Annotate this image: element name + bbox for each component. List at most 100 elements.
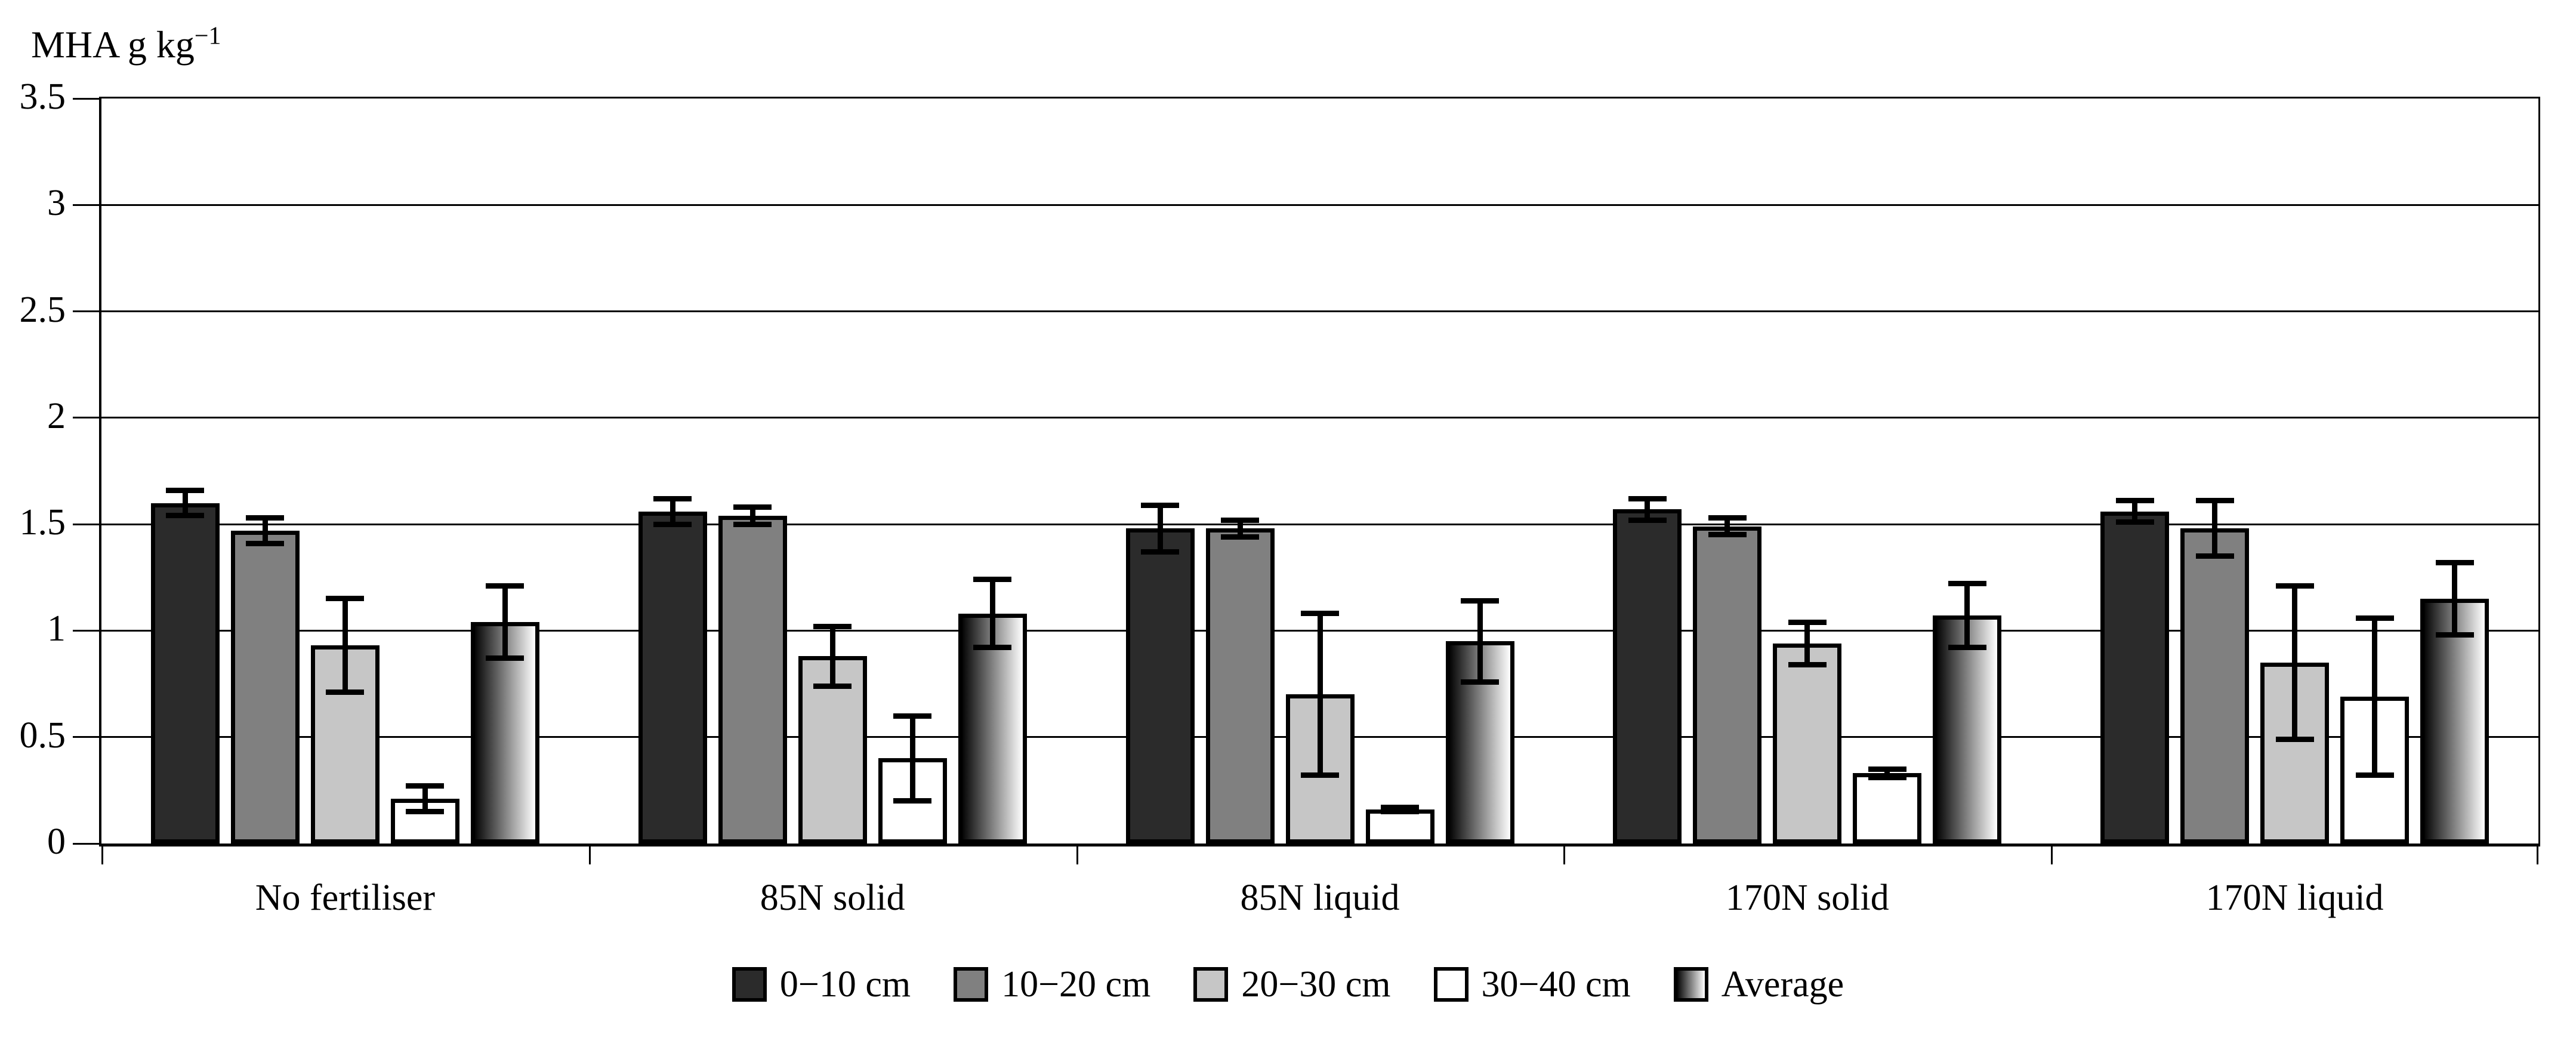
error-bar-cap <box>733 504 772 510</box>
error-bar-cap <box>1301 772 1339 778</box>
y-axis-tick <box>73 842 99 845</box>
error-bar-cap <box>1868 766 1906 772</box>
error-bar <box>1477 601 1483 682</box>
error-bar <box>1964 584 1970 648</box>
error-bar-cap <box>1788 661 1827 667</box>
error-bar-cap <box>1141 549 1179 555</box>
error-bar <box>1804 622 1810 665</box>
error-bar-cap <box>973 645 1012 651</box>
error-bar <box>670 498 675 525</box>
error-bar-cap <box>246 540 285 546</box>
legend: 0−10 cm 10−20 cm 20−30 cm 30−40 cm Average <box>0 966 2576 1003</box>
legend-swatch <box>954 967 989 1002</box>
error-bar-cap <box>1461 679 1499 685</box>
y-axis-tick <box>73 736 99 738</box>
chart-title-text: MHA g kg <box>31 23 195 66</box>
x-axis-tick <box>2051 846 2053 864</box>
chart-title-superscript: −1 <box>194 22 221 50</box>
bar <box>798 656 867 844</box>
error-bar <box>2212 500 2218 556</box>
category-label: 85N liquid <box>1240 878 1400 918</box>
bar <box>1853 773 1922 844</box>
y-axis-tick <box>73 523 99 525</box>
error-bar-cap <box>1301 611 1339 617</box>
error-bar <box>422 786 428 812</box>
error-bar-cap <box>2275 736 2314 742</box>
error-bar <box>749 507 755 525</box>
error-bar-cap <box>1381 809 1419 815</box>
error-bar-cap <box>1628 517 1667 523</box>
error-bar-cap <box>2435 559 2474 565</box>
legend-swatch <box>1673 967 1708 1002</box>
error-bar-cap <box>166 513 205 519</box>
bar <box>1613 509 1682 844</box>
bar <box>2100 511 2170 844</box>
bar <box>2420 598 2489 844</box>
legend-swatch <box>1433 967 1469 1002</box>
error-bar-cap <box>733 521 772 527</box>
legend-item: 0−10 cm <box>732 966 911 1003</box>
error-bar <box>262 518 268 544</box>
legend-label: 20−30 cm <box>1241 964 1391 1005</box>
legend-label: 10−20 cm <box>1001 964 1151 1005</box>
legend-swatch <box>1193 967 1229 1002</box>
bar <box>230 530 300 844</box>
error-bar-cap <box>326 596 365 602</box>
error-bar-cap <box>406 809 445 815</box>
error-bar <box>989 579 995 648</box>
error-bar-cap <box>1381 804 1419 810</box>
gridline <box>101 417 2538 419</box>
error-bar-cap <box>1141 502 1179 508</box>
y-tick-label: 0.5 <box>19 715 66 756</box>
error-bar <box>1157 505 1163 552</box>
y-axis-tick <box>73 310 99 313</box>
bar <box>1773 643 1842 844</box>
error-bar <box>182 490 188 516</box>
y-tick-label: 1 <box>47 608 66 649</box>
plot-area: 3.5 3 2.5 2 1.5 1 0.5 0 No fertiliser 85N solid 85… <box>20 78 2540 916</box>
error-bar <box>909 716 915 801</box>
error-bar <box>1884 769 1890 778</box>
y-tick-label: 1.5 <box>19 502 66 543</box>
error-bar <box>2372 618 2378 775</box>
y-axis-tick <box>73 97 99 100</box>
y-tick-label: 3 <box>47 183 66 224</box>
y-tick-label: 2 <box>47 395 66 436</box>
error-bar-cap <box>813 683 852 689</box>
x-axis-tick <box>2537 846 2538 864</box>
y-tick-label: 2.5 <box>19 289 66 330</box>
error-bar-cap <box>166 487 205 493</box>
error-bar-cap <box>653 495 692 501</box>
error-bar-cap <box>893 798 932 804</box>
gridline <box>101 204 2538 206</box>
chart-title: MHA g kg−1 <box>31 23 221 67</box>
category-label: 170N liquid <box>2205 878 2384 918</box>
error-bar-cap <box>2195 553 2234 559</box>
error-bar <box>829 626 835 687</box>
error-bar-cap <box>1461 598 1499 604</box>
error-bar <box>1237 520 1243 537</box>
error-bar <box>342 598 348 692</box>
bar <box>638 511 707 844</box>
error-bar <box>2292 586 2298 740</box>
error-bar-cap <box>1948 581 1986 587</box>
error-bar <box>502 586 508 658</box>
error-bar-cap <box>2275 583 2314 589</box>
legend-label: Average <box>1721 964 1844 1005</box>
error-bar-cap <box>893 713 932 719</box>
bar <box>1365 809 1434 844</box>
y-tick-label: 3.5 <box>19 76 66 117</box>
error-bar-cap <box>1628 495 1667 501</box>
gridline <box>101 523 2538 525</box>
bar <box>958 613 1027 844</box>
error-bar-cap <box>1221 517 1259 523</box>
error-bar-cap <box>2435 632 2474 638</box>
error-bar-cap <box>1708 515 1747 521</box>
legend-swatch <box>732 967 767 1002</box>
error-bar-cap <box>2195 498 2234 504</box>
legend-item: 10−20 cm <box>954 966 1150 1003</box>
error-bar <box>1645 498 1651 521</box>
error-bar-cap <box>2355 615 2394 621</box>
error-bar <box>2452 562 2458 635</box>
